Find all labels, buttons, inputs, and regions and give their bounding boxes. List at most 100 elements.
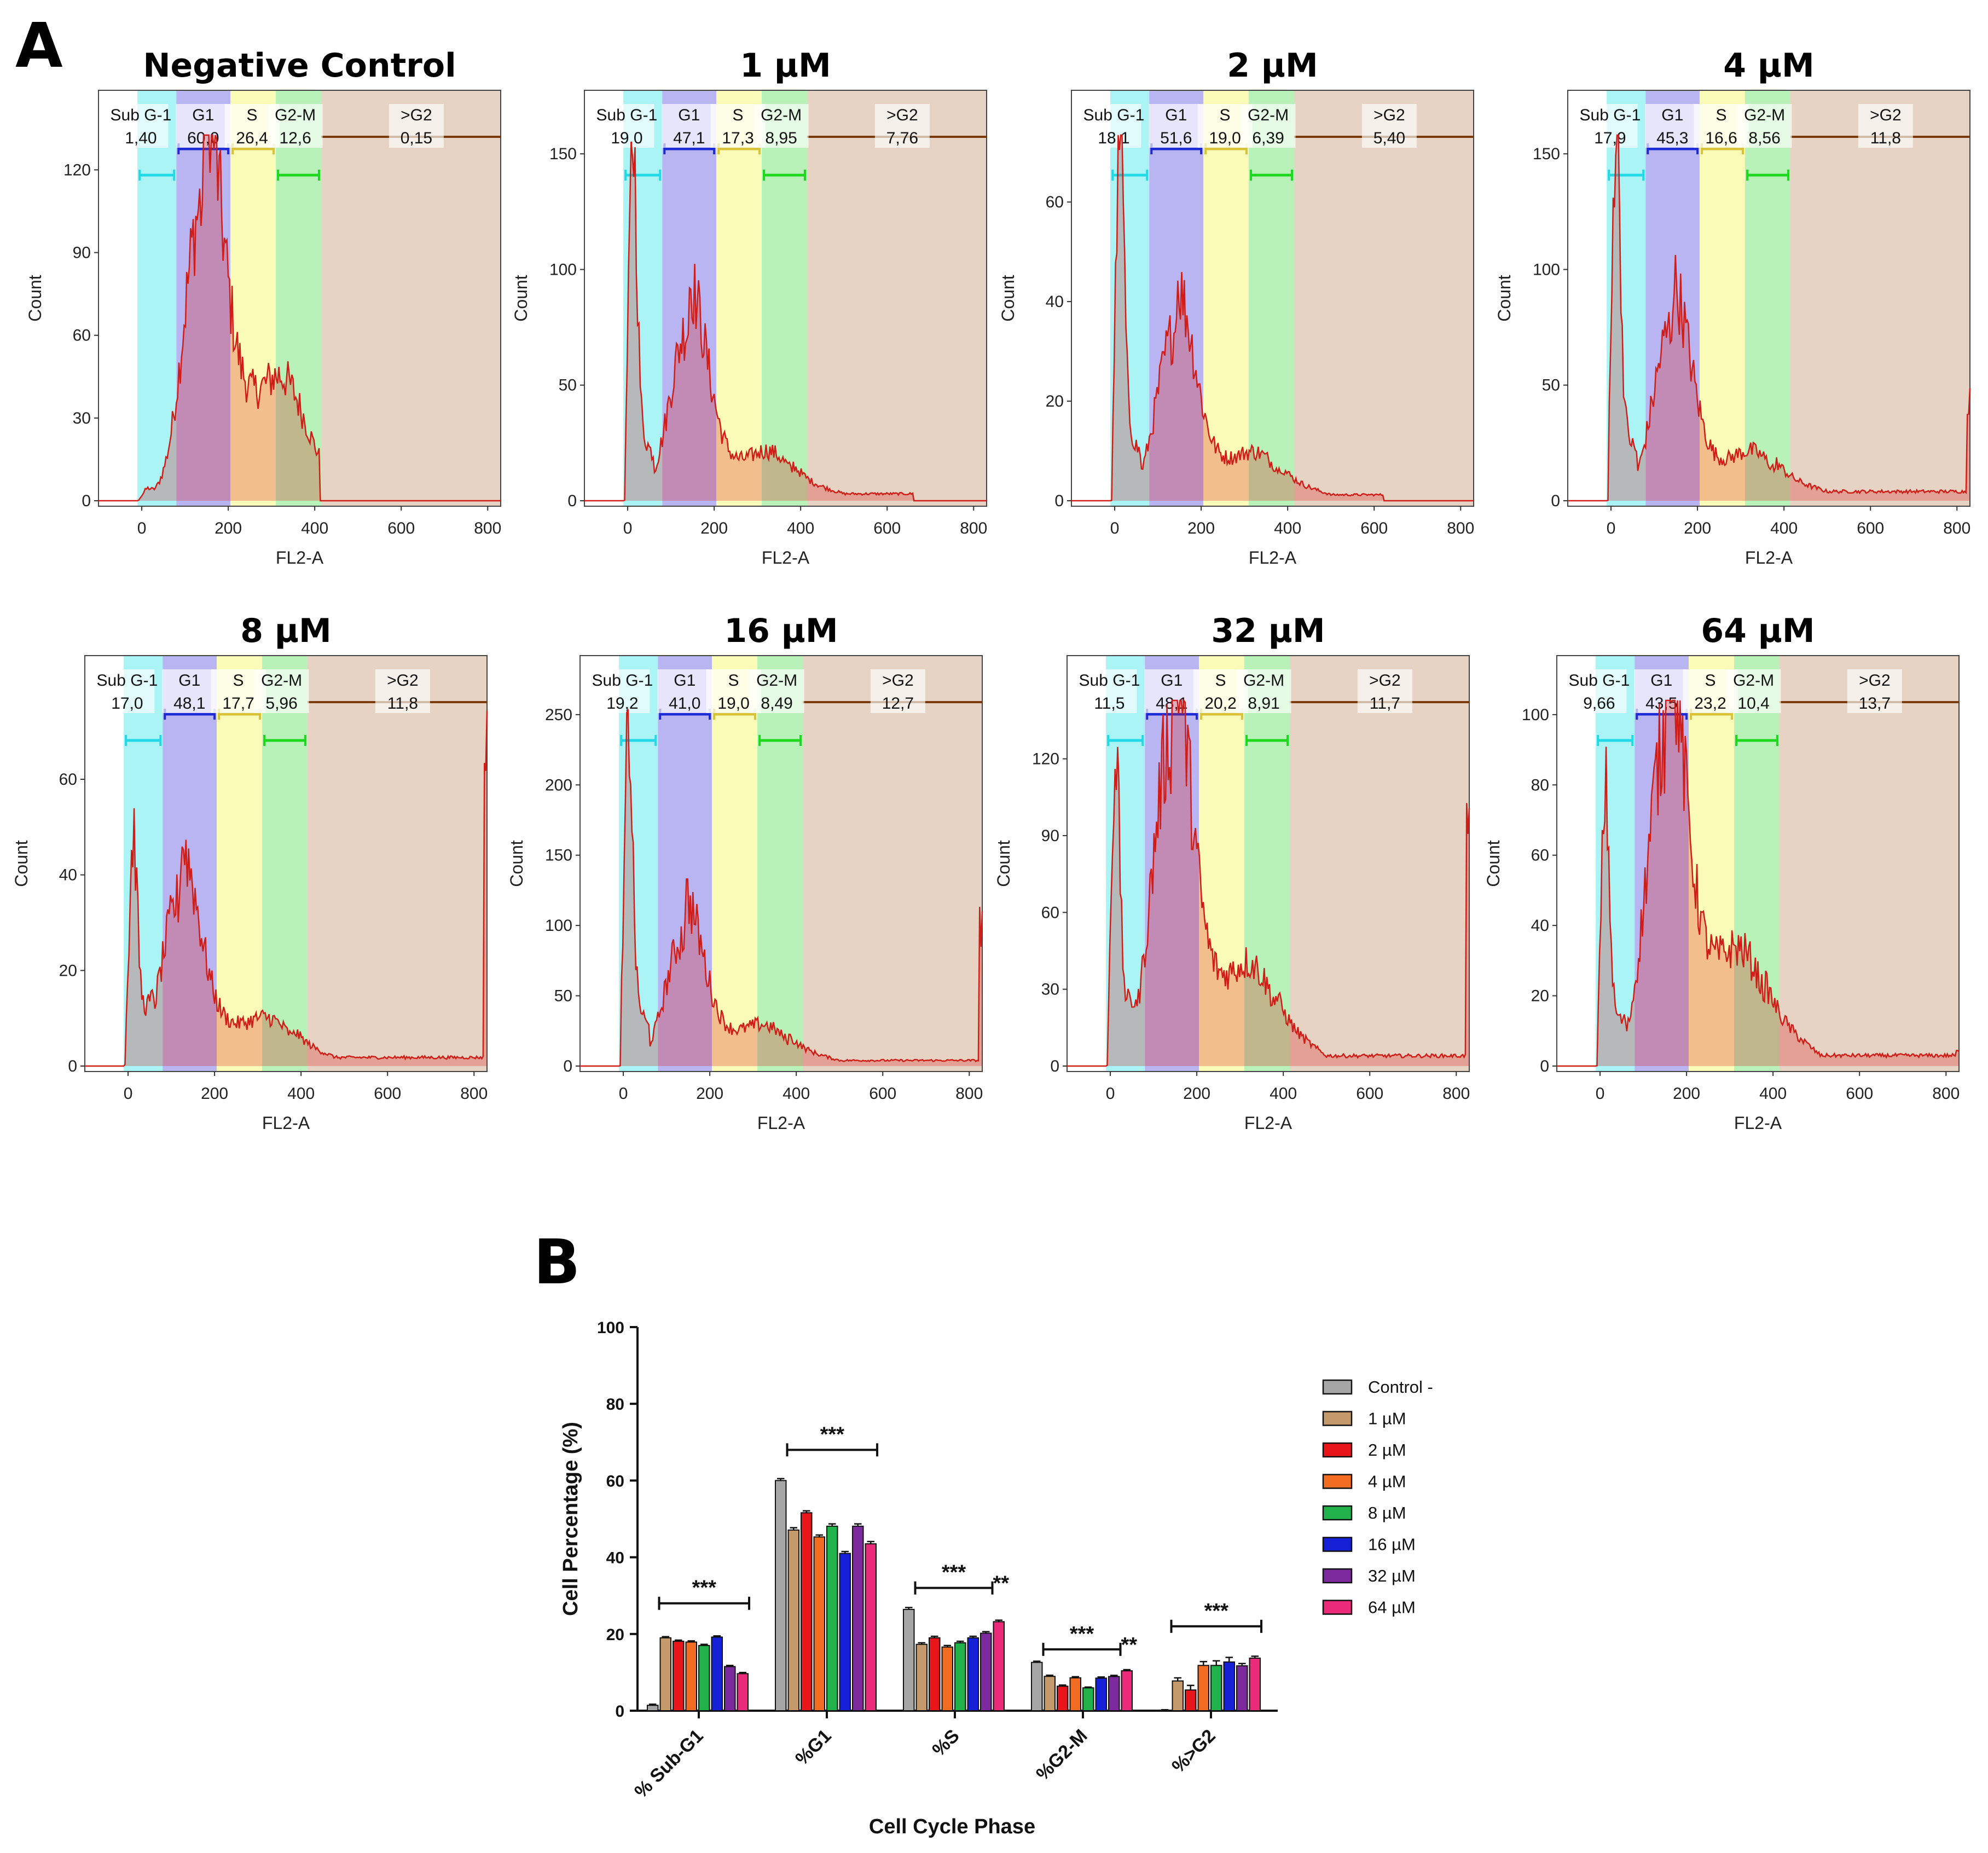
bar-y-tick-label: 60 [606, 1472, 624, 1490]
gate-region [1645, 90, 1700, 506]
x-tick-label: 800 [460, 1085, 488, 1103]
x-tick-label: 800 [1447, 519, 1474, 537]
legend-label: 8 µM [1368, 1503, 1406, 1522]
plot-frame [584, 90, 987, 507]
gate-label-box [874, 104, 930, 148]
histogram-title: 8 µM [240, 612, 332, 650]
gate-label: >G2 [1859, 671, 1891, 690]
y-axis-label: Count [511, 275, 531, 322]
histogram-fill [1067, 700, 1469, 1066]
x-tick-label: 0 [137, 519, 147, 537]
legend-swatch [1322, 1505, 1353, 1521]
histogram-title: 1 µM [740, 47, 831, 85]
bar [698, 1644, 710, 1712]
bar [865, 1543, 877, 1711]
x-tick-label: 600 [1360, 519, 1388, 537]
bar-y-tick-label: 0 [615, 1703, 624, 1721]
gate-label-box [389, 104, 444, 148]
bar [787, 1529, 799, 1712]
bar [1185, 1689, 1197, 1711]
gate-value: 11,7 [1370, 694, 1400, 713]
gate-label: S [1220, 106, 1231, 124]
legend-swatch [1322, 1568, 1353, 1584]
bar [1249, 1657, 1261, 1711]
bar-y-axis-label: Cell Percentage (%) [559, 1422, 582, 1616]
bar [839, 1553, 851, 1712]
gate-value: 20,2 [1204, 694, 1236, 713]
gate-region [1199, 656, 1245, 1072]
plot-frame [1067, 655, 1470, 1072]
gate-label: >G2 [886, 106, 918, 124]
significance-label: ** [1121, 1634, 1137, 1657]
x-tick-label: 800 [955, 1085, 983, 1103]
gate-label-box [662, 104, 717, 148]
gate-region [1249, 90, 1295, 506]
y-tick-label: 60 [1041, 904, 1059, 922]
gate-value: 17,0 [111, 694, 143, 713]
y-tick-label: 20 [1531, 987, 1549, 1005]
bar [1172, 1680, 1184, 1711]
x-tick-label: 600 [374, 1085, 401, 1103]
y-tick-label: 90 [1041, 827, 1059, 845]
y-tick-label: 200 [545, 776, 572, 794]
bar [1095, 1677, 1107, 1712]
gate-region [276, 90, 322, 506]
gate-value: 16,6 [1705, 129, 1737, 147]
histogram-title: 4 µM [1723, 47, 1815, 85]
x-tick-label: 400 [1270, 1085, 1297, 1103]
legend-swatch [1322, 1379, 1353, 1395]
histogram-plot: 8 µM Sub G-1 17,0 G1 48,1 S 17,7 G2-M 5,96 >G2 11,… [11, 612, 488, 1133]
y-tick-label: 250 [545, 706, 572, 724]
gate-label: >G2 [401, 106, 432, 124]
histogram-title: 64 µM [1701, 612, 1815, 650]
y-tick-label: 150 [545, 847, 572, 865]
gate-label: >G2 [387, 671, 419, 690]
y-tick-label: 50 [554, 987, 572, 1005]
gate-label-box [1236, 669, 1291, 713]
gate-label: Sub G-1 [1569, 671, 1630, 690]
gate-label: G2-M [1744, 106, 1785, 124]
gate-region [712, 656, 758, 1072]
gate-value: 51,6 [1160, 129, 1192, 147]
gate-label: G2-M [1733, 671, 1774, 690]
gate-region [1294, 90, 1474, 506]
legend-label: 64 µM [1368, 1598, 1416, 1617]
x-axis-label: FL2-A [1734, 1113, 1782, 1133]
gate-region [658, 656, 712, 1072]
gate-label: G1 [1161, 671, 1183, 690]
gate-region [1290, 656, 1469, 1072]
x-tick-label: 200 [215, 519, 242, 537]
gate-label-box [599, 104, 654, 148]
gate-label: G2-M [261, 671, 302, 690]
y-tick-label: 60 [59, 771, 77, 789]
gate-region [262, 656, 308, 1072]
gate-region [619, 656, 658, 1072]
gate-label-box [1149, 104, 1204, 148]
legend-label: 1 µM [1368, 1409, 1406, 1428]
category-label: % Sub-G1 [630, 1725, 707, 1802]
x-tick-label: 200 [1684, 519, 1711, 537]
y-tick-label: 40 [1046, 293, 1064, 311]
gate-region [1149, 90, 1204, 506]
gate-region [803, 656, 982, 1072]
histogram-title: Negative Control [143, 47, 456, 85]
histogram-fill [1071, 135, 1474, 501]
gate-label-box [1737, 104, 1792, 148]
x-axis-label: FL2-A [276, 548, 324, 568]
legend-swatch [1322, 1537, 1353, 1552]
gate-value: 12,6 [279, 129, 311, 147]
histogram-title: 16 µM [724, 612, 838, 650]
gate-label: G1 [192, 106, 214, 124]
histogram-fill [85, 710, 487, 1066]
category-label: %>G2 [1168, 1725, 1219, 1777]
bar [647, 1705, 659, 1712]
gate-label: G2-M [275, 106, 316, 124]
gate-label-box [1583, 104, 1638, 148]
histogram-line [1557, 699, 1960, 1067]
bar [1121, 1670, 1133, 1711]
bar [1069, 1677, 1081, 1711]
bar-y-tick-label: 40 [606, 1549, 624, 1567]
gate-label: Sub G-1 [1079, 671, 1140, 690]
gate-label: G1 [1650, 671, 1672, 690]
